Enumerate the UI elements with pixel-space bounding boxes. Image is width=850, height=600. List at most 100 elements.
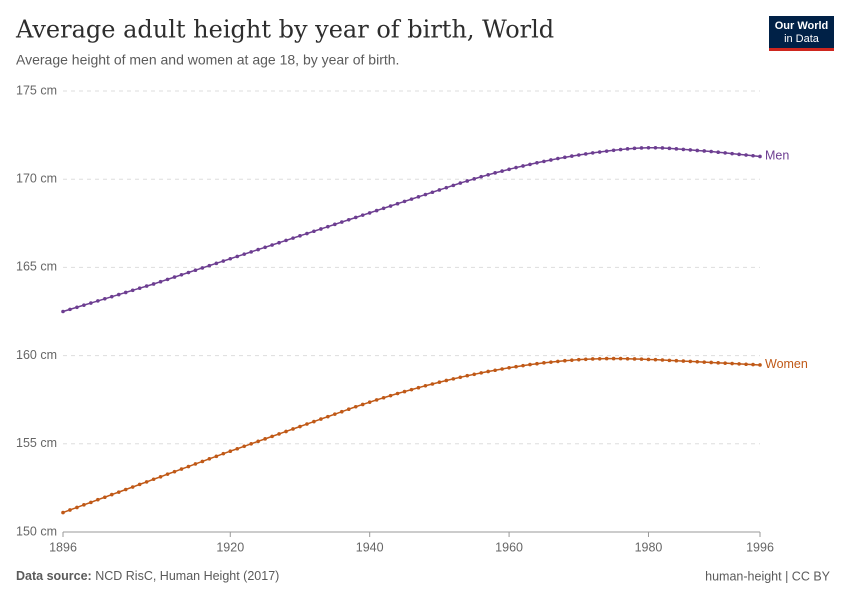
line	[62, 357, 761, 514]
point	[298, 234, 302, 238]
point	[165, 277, 170, 282]
point	[604, 356, 609, 361]
point	[660, 358, 665, 362]
logo[interactable]: Our World in Data	[769, 16, 834, 51]
point	[284, 429, 288, 434]
point	[716, 361, 720, 365]
point	[381, 206, 386, 211]
point	[381, 395, 386, 400]
point	[681, 359, 686, 363]
x-tick-label: 1940	[356, 540, 384, 554]
point	[89, 500, 93, 505]
chart-title: Average adult height by year of birth, W…	[15, 16, 554, 44]
logo-stripe	[769, 48, 834, 51]
y-tick-label: 165 cm	[16, 260, 57, 274]
x-tick-label: 1996	[746, 540, 774, 554]
point	[570, 358, 574, 362]
point	[500, 367, 504, 371]
point	[291, 427, 295, 431]
point	[716, 150, 720, 155]
point	[346, 407, 351, 412]
point	[653, 357, 658, 362]
y-tick-label: 150 cm	[16, 524, 57, 538]
point	[604, 149, 609, 153]
point	[200, 459, 205, 464]
point	[632, 357, 637, 361]
point	[639, 146, 644, 150]
point	[653, 146, 658, 150]
point	[709, 360, 714, 365]
point	[360, 402, 365, 407]
point	[437, 380, 442, 385]
point	[249, 250, 253, 254]
point	[646, 146, 651, 150]
logo-text: in Data	[784, 33, 820, 45]
point	[758, 154, 762, 159]
point	[688, 148, 693, 152]
point	[353, 215, 358, 220]
point	[751, 153, 755, 158]
point	[660, 146, 665, 150]
point	[256, 439, 260, 444]
point	[695, 148, 700, 153]
point	[514, 364, 518, 369]
point	[409, 387, 414, 392]
point	[116, 490, 121, 494]
point	[228, 256, 233, 261]
point	[737, 152, 741, 157]
point	[374, 208, 379, 213]
point	[744, 153, 748, 157]
point	[549, 360, 553, 364]
point	[402, 199, 407, 204]
point	[158, 474, 163, 479]
source: Data source: NCD RisC, Human Height (201…	[16, 569, 279, 583]
point	[583, 357, 588, 362]
point	[186, 270, 191, 275]
point	[179, 273, 184, 277]
point	[723, 361, 727, 365]
point	[570, 154, 574, 158]
point	[576, 357, 581, 362]
point	[277, 240, 281, 245]
point	[667, 358, 672, 363]
series: Men	[61, 146, 789, 314]
point	[103, 495, 107, 500]
point	[556, 156, 560, 161]
point	[542, 361, 546, 365]
point	[340, 220, 344, 224]
point	[221, 259, 226, 263]
x-tick-label: 1980	[635, 540, 663, 554]
point	[395, 391, 400, 396]
point	[730, 151, 734, 156]
point	[207, 456, 212, 461]
point	[353, 404, 358, 409]
point	[528, 362, 532, 367]
point	[528, 162, 532, 167]
point	[437, 188, 442, 192]
point	[82, 303, 86, 307]
point	[89, 301, 93, 305]
point	[305, 422, 309, 426]
point	[458, 181, 463, 185]
point	[346, 217, 351, 222]
point	[563, 155, 567, 160]
point	[618, 356, 623, 361]
point	[479, 174, 484, 179]
point	[444, 378, 449, 383]
point	[542, 159, 546, 164]
point	[214, 454, 219, 459]
point	[123, 487, 128, 492]
point	[263, 245, 267, 250]
point	[409, 197, 414, 201]
point	[326, 224, 330, 229]
point	[360, 213, 365, 217]
point	[151, 282, 156, 286]
point	[618, 147, 623, 152]
point	[507, 167, 511, 172]
point	[367, 211, 372, 215]
point	[165, 472, 170, 476]
point	[374, 398, 379, 402]
point	[200, 266, 205, 270]
point	[172, 469, 177, 474]
